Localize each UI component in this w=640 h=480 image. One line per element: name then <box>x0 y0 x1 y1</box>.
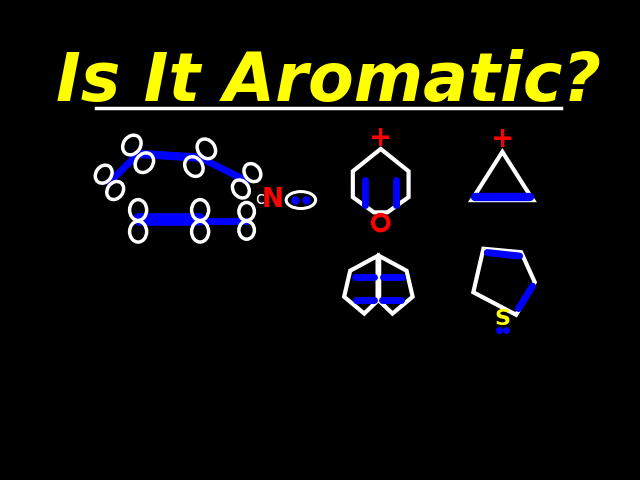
Text: S: S <box>495 309 511 329</box>
Text: N: N <box>261 187 284 213</box>
Text: +: + <box>369 124 392 152</box>
Text: Is It Aromatic?: Is It Aromatic? <box>56 49 600 115</box>
Text: +: + <box>491 125 514 153</box>
Text: c: c <box>255 190 264 207</box>
